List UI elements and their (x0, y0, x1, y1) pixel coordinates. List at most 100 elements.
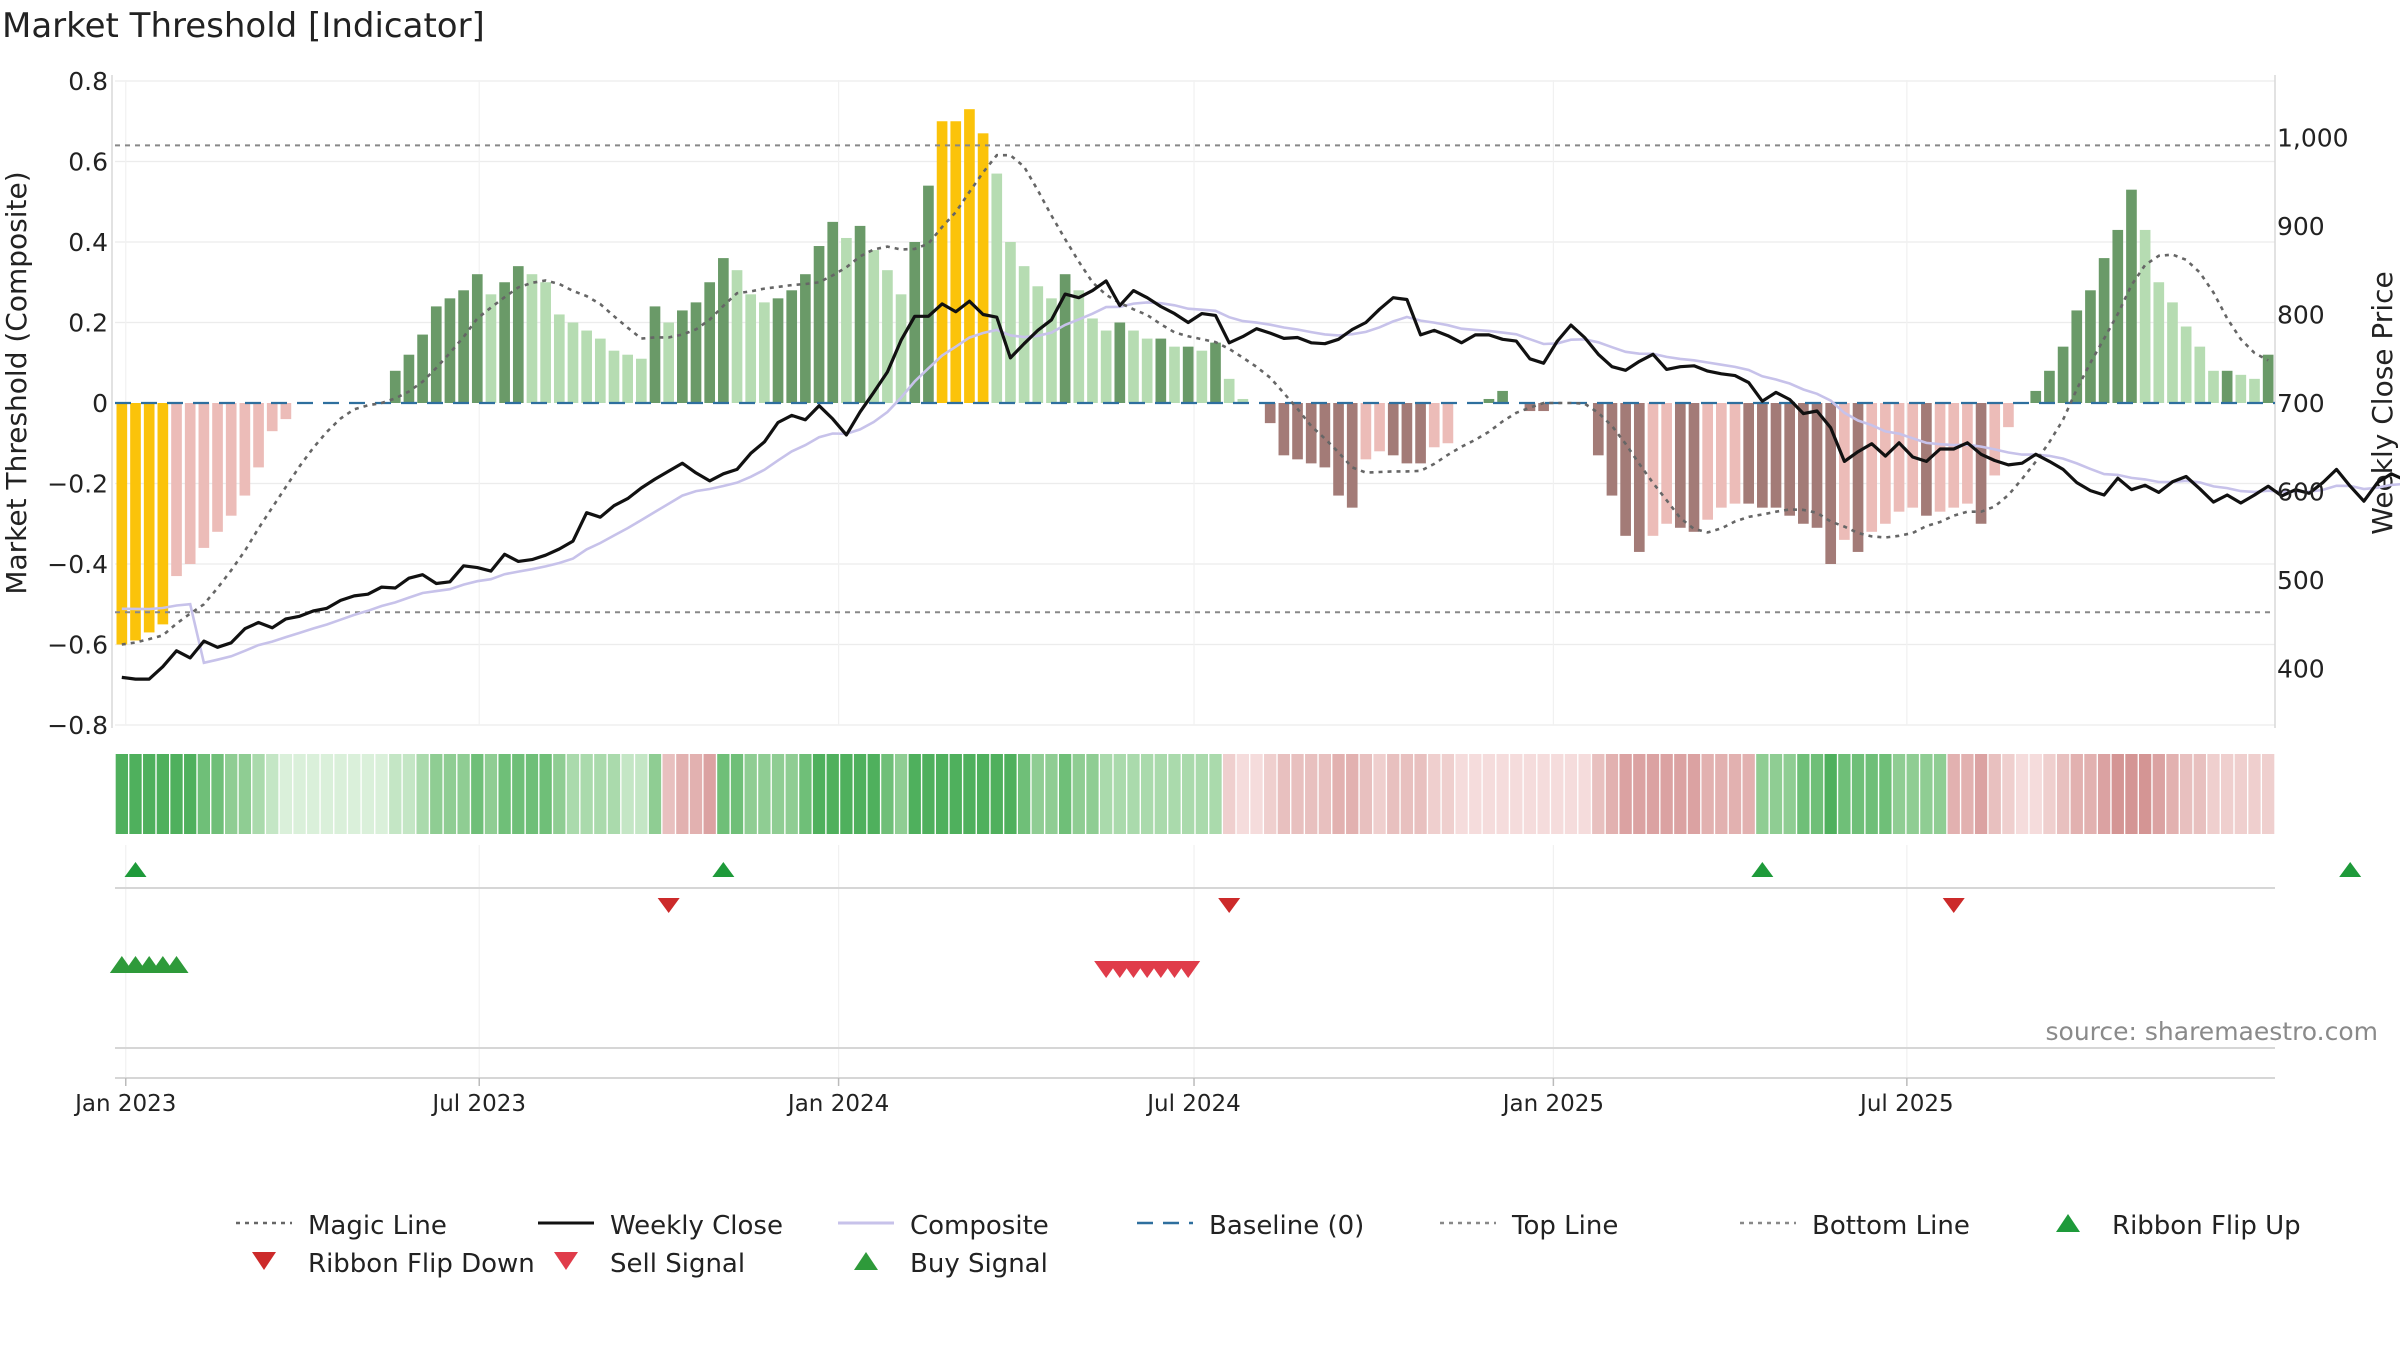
composite-bar (1182, 346, 1194, 403)
ribbon-cell (2125, 754, 2138, 834)
ribbon-cell (2084, 754, 2097, 834)
ribbon-cell (1838, 754, 1851, 834)
composite-bar (1032, 286, 1044, 403)
legend-label: Buy Signal (910, 1249, 1048, 1279)
composite-bar (280, 403, 292, 420)
y-tick-label: 0.8 (68, 67, 108, 96)
composite-bar (417, 334, 428, 403)
ribbon-cell (1428, 754, 1441, 834)
ribbon-cell (703, 754, 716, 834)
legend-swatch (554, 1252, 578, 1270)
composite-bar (1497, 390, 1508, 403)
composite-bar (143, 403, 155, 633)
y-tick-label: −0.2 (47, 470, 108, 499)
ribbon-cell (771, 754, 785, 834)
composite-bar (895, 294, 907, 403)
composite-bar (2235, 374, 2247, 403)
composite-bar (1893, 403, 1905, 512)
x-tick-label: Jul 2024 (1145, 1091, 1241, 1117)
ribbon-cell (156, 754, 169, 834)
composite-bar (1688, 403, 1700, 532)
composite-bar (1018, 266, 1030, 403)
composite-bar (444, 298, 456, 403)
legend-swatch (854, 1252, 878, 1270)
ribbon-cell (826, 754, 839, 834)
ribbon-cell (525, 754, 539, 834)
composite-bar (649, 306, 661, 403)
composite-bar (1661, 403, 1672, 524)
ribbon-flip-up-marker (712, 862, 735, 877)
ribbon-cell (1906, 754, 1919, 834)
composite-bar (239, 403, 251, 496)
composite-bar (1606, 403, 1618, 496)
composite-bar (499, 282, 510, 403)
composite-bar (745, 294, 757, 403)
ribbon-cell (1892, 754, 1906, 834)
ribbon-cell (1373, 754, 1386, 834)
composite-bar (608, 350, 620, 403)
composite-bar (2003, 403, 2014, 428)
ribbon-cell (799, 754, 812, 834)
composite-bar (266, 403, 278, 432)
weekly-close-line (121, 279, 2400, 681)
y-tick-labels: 0.8 0.6 0.4 0.2 0 −0.2 −0.4 −0.6 −0.8 (47, 67, 108, 740)
composite-bar (2126, 189, 2137, 403)
ribbon-cell (471, 754, 484, 834)
ribbon-cell (1004, 754, 1017, 834)
ribbon-cell (621, 754, 634, 834)
ribbon-flip-down-marker (1942, 898, 1965, 913)
composite-bar (1702, 403, 1713, 520)
composite-bar (731, 270, 743, 403)
composite-bar (1934, 403, 1946, 512)
composite-bar (936, 121, 948, 403)
ribbon-flip-up-marker (124, 862, 147, 877)
ribbon-cell (1250, 754, 1263, 834)
ribbon-cell (1646, 754, 1660, 834)
composite-bar (1059, 274, 1071, 403)
composite-bar (1100, 330, 1112, 403)
composite-bar (1989, 403, 2001, 476)
y-tick-label: 0.4 (68, 228, 108, 257)
ribbon-cell (730, 754, 744, 834)
ribbon-cell (676, 754, 689, 834)
ribbon-cell (1523, 754, 1537, 834)
ribbon-cell (1209, 754, 1222, 834)
composite-bar (1196, 350, 1208, 403)
composite-bar (2044, 370, 2055, 403)
ribbon-cell (457, 754, 470, 834)
ribbon-cell (334, 754, 347, 834)
ribbon-cell (2029, 754, 2042, 834)
buy-signal-marker (164, 956, 189, 973)
composite-bar (1428, 403, 1440, 448)
composite-bar (389, 370, 401, 403)
ribbon-cell (1619, 754, 1632, 834)
composite-bar (430, 306, 442, 403)
y-tick-label: −0.8 (47, 711, 108, 740)
ribbon-cell (963, 754, 976, 834)
magic-line (121, 153, 2269, 646)
y2-tick-label: 600 (2277, 478, 2325, 507)
composite-bar (458, 290, 469, 403)
ribbon-cell (1605, 754, 1619, 834)
ribbon-cell (1865, 754, 1878, 834)
composite-bar (198, 403, 210, 548)
ribbon-cell (2207, 754, 2220, 834)
ribbon-cell (1332, 754, 1345, 834)
ribbon-cell (2152, 754, 2165, 834)
ribbon-cell (348, 754, 361, 834)
composite-bar (841, 237, 852, 403)
ribbon-cell (1072, 754, 1085, 834)
ribbon-cell (225, 754, 238, 834)
ribbon-cell (1441, 754, 1455, 834)
ribbon-cell (1017, 754, 1031, 834)
composite-bar (2167, 302, 2178, 403)
composite-bar (253, 403, 264, 468)
ribbon-cell (512, 754, 525, 834)
x-tick-label: Jan 2025 (1501, 1091, 1604, 1117)
ribbon-cell (1141, 754, 1154, 834)
ribbon-cell (2234, 754, 2247, 834)
ribbon-cell (1058, 754, 1072, 834)
composite-bar (2030, 390, 2042, 403)
composite-bar (622, 354, 633, 403)
ribbon-cell (2193, 754, 2206, 834)
